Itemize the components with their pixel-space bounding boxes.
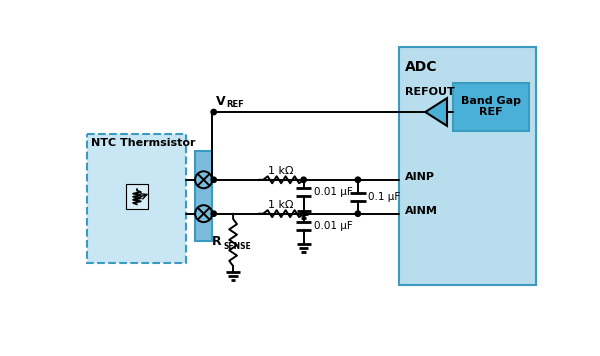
Text: 0.1 μF: 0.1 μF — [368, 192, 400, 202]
Circle shape — [301, 177, 307, 183]
Circle shape — [301, 211, 307, 216]
Circle shape — [211, 211, 217, 216]
Bar — [453, 83, 529, 131]
Text: SENSE: SENSE — [224, 241, 251, 251]
Text: V: V — [216, 95, 226, 108]
Bar — [195, 151, 212, 241]
Text: AINM: AINM — [405, 205, 438, 216]
Polygon shape — [425, 98, 447, 126]
Circle shape — [211, 177, 217, 183]
Circle shape — [195, 171, 212, 188]
Text: AINP: AINP — [405, 172, 435, 182]
Circle shape — [355, 177, 361, 183]
Circle shape — [355, 211, 361, 216]
Text: REFOUT: REFOUT — [405, 87, 455, 96]
Bar — [126, 184, 148, 209]
Text: ADC: ADC — [405, 61, 437, 74]
Text: R: R — [211, 235, 221, 248]
Text: Band Gap
REF: Band Gap REF — [461, 96, 521, 117]
Text: NTC Thermsistor: NTC Thermsistor — [91, 138, 196, 148]
Text: 1 kΩ: 1 kΩ — [268, 200, 294, 210]
Circle shape — [195, 205, 212, 222]
Text: REF: REF — [226, 100, 244, 109]
Circle shape — [211, 109, 217, 115]
Bar — [86, 134, 186, 263]
Text: 0.01 μF: 0.01 μF — [314, 221, 352, 231]
Bar — [399, 47, 536, 285]
Text: 1 kΩ: 1 kΩ — [268, 166, 294, 176]
Text: 0.01 μF: 0.01 μF — [314, 187, 352, 197]
